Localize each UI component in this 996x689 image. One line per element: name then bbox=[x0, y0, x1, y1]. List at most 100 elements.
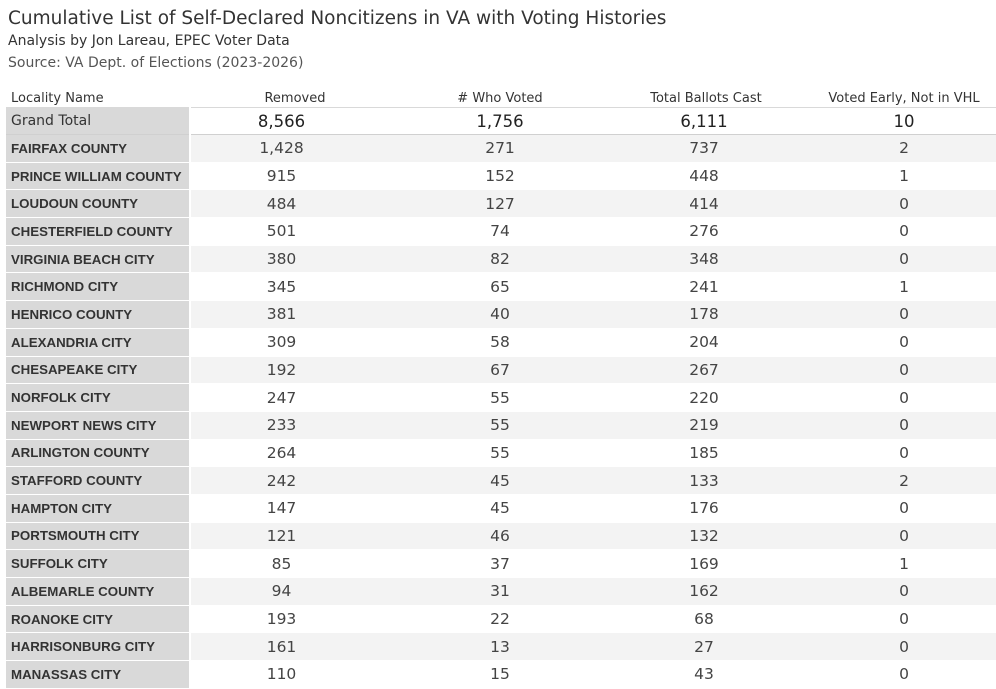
who-voted-cell: 45 bbox=[400, 466, 600, 495]
total-ballots-cell: 162 bbox=[600, 577, 812, 606]
locality-name-cell[interactable]: NORFOLK CITY bbox=[6, 383, 191, 412]
table-row[interactable]: HAMPTON CITY 147 45 176 0 bbox=[6, 494, 996, 523]
voted-early-cell: 0 bbox=[812, 300, 996, 329]
locality-name-cell[interactable]: ARLINGTON COUNTY bbox=[6, 439, 191, 468]
who-voted-cell: 65 bbox=[400, 272, 600, 302]
locality-name-cell[interactable]: VIRGINIA BEACH CITY bbox=[6, 245, 191, 274]
table-row[interactable]: ROANOKE CITY 193 22 68 0 bbox=[6, 605, 996, 634]
total-ballots-cell: 178 bbox=[600, 300, 812, 329]
voted-early-cell: 2 bbox=[812, 134, 996, 163]
removed-cell: 121 bbox=[190, 522, 400, 551]
header-row: Locality Name Removed # Who Voted Total … bbox=[6, 84, 996, 108]
voted-early-cell: 0 bbox=[812, 494, 996, 523]
locality-name-cell[interactable]: NEWPORT NEWS CITY bbox=[6, 411, 191, 440]
voted-early-cell: 0 bbox=[812, 605, 996, 634]
who-voted-cell: 13 bbox=[400, 632, 600, 662]
table-row[interactable]: STAFFORD COUNTY 242 45 133 2 bbox=[6, 466, 996, 495]
table-row[interactable]: MANASSAS CITY 110 15 43 0 bbox=[6, 660, 996, 689]
table-row[interactable]: HENRICO COUNTY 381 40 178 0 bbox=[6, 300, 996, 329]
table-row[interactable]: NORFOLK CITY 247 55 220 0 bbox=[6, 383, 996, 412]
locality-name-cell[interactable]: HENRICO COUNTY bbox=[6, 300, 191, 329]
table-row[interactable]: LOUDOUN COUNTY 484 127 414 0 bbox=[6, 189, 996, 219]
who-voted-cell: 22 bbox=[400, 605, 600, 634]
table-row[interactable]: SUFFOLK CITY 85 37 169 1 bbox=[6, 549, 996, 578]
locality-name-cell[interactable]: PORTSMOUTH CITY bbox=[6, 522, 191, 551]
total-ballots-cell: 414 bbox=[600, 189, 812, 219]
voted-early-cell: 1 bbox=[812, 549, 996, 578]
voted-early-cell: 0 bbox=[812, 356, 996, 385]
removed-cell: 484 bbox=[190, 189, 400, 219]
removed-cell: 501 bbox=[190, 217, 400, 246]
total-ballots-cell: 132 bbox=[600, 522, 812, 551]
locality-name-cell[interactable]: RICHMOND CITY bbox=[6, 272, 191, 302]
total-ballots-cell: 276 bbox=[600, 217, 812, 246]
chart-source: Source: VA Dept. of Elections (2023-2026… bbox=[8, 55, 304, 71]
table-row[interactable]: ALEXANDRIA CITY 309 58 204 0 bbox=[6, 328, 996, 357]
grand-total-ballots: 6,111 bbox=[600, 107, 812, 135]
column-header-locality[interactable]: Locality Name bbox=[6, 84, 190, 108]
voted-early-cell: 0 bbox=[812, 217, 996, 246]
table-row[interactable]: HARRISONBURG CITY 161 13 27 0 bbox=[6, 632, 996, 662]
table-row[interactable]: ARLINGTON COUNTY 264 55 185 0 bbox=[6, 439, 996, 468]
column-header-removed[interactable]: Removed bbox=[190, 84, 400, 108]
table-row[interactable]: RICHMOND CITY 345 65 241 1 bbox=[6, 272, 996, 302]
voted-early-cell: 0 bbox=[812, 632, 996, 662]
removed-cell: 247 bbox=[190, 383, 400, 412]
total-ballots-cell: 169 bbox=[600, 549, 812, 578]
column-header-total-ballots[interactable]: Total Ballots Cast bbox=[600, 84, 812, 108]
table-row[interactable]: PRINCE WILLIAM COUNTY 915 152 448 1 bbox=[6, 162, 996, 191]
table-row[interactable]: CHESAPEAKE CITY 192 67 267 0 bbox=[6, 356, 996, 385]
voted-early-cell: 1 bbox=[812, 162, 996, 191]
locality-name-cell[interactable]: HARRISONBURG CITY bbox=[6, 632, 191, 662]
locality-table: Locality Name Removed # Who Voted Total … bbox=[6, 84, 996, 689]
total-ballots-cell: 219 bbox=[600, 411, 812, 440]
table-row[interactable]: FAIRFAX COUNTY 1,428 271 737 2 bbox=[6, 134, 996, 163]
who-voted-cell: 46 bbox=[400, 522, 600, 551]
locality-name-cell[interactable]: PRINCE WILLIAM COUNTY bbox=[6, 162, 191, 191]
total-ballots-cell: 133 bbox=[600, 466, 812, 495]
removed-cell: 264 bbox=[190, 439, 400, 468]
who-voted-cell: 31 bbox=[400, 577, 600, 606]
locality-name-cell[interactable]: CHESTERFIELD COUNTY bbox=[6, 217, 191, 246]
removed-cell: 380 bbox=[190, 245, 400, 274]
removed-cell: 242 bbox=[190, 466, 400, 495]
removed-cell: 309 bbox=[190, 328, 400, 357]
table-row[interactable]: CHESTERFIELD COUNTY 501 74 276 0 bbox=[6, 217, 996, 246]
locality-name-cell[interactable]: ALBEMARLE COUNTY bbox=[6, 577, 191, 606]
who-voted-cell: 271 bbox=[400, 134, 600, 163]
column-header-who-voted[interactable]: # Who Voted bbox=[400, 84, 600, 108]
total-ballots-cell: 176 bbox=[600, 494, 812, 523]
voted-early-cell: 0 bbox=[812, 328, 996, 357]
removed-cell: 915 bbox=[190, 162, 400, 191]
voted-early-cell: 0 bbox=[812, 660, 996, 689]
locality-name-cell[interactable]: LOUDOUN COUNTY bbox=[6, 189, 191, 219]
locality-name-cell[interactable]: SUFFOLK CITY bbox=[6, 549, 191, 578]
table-row[interactable]: NEWPORT NEWS CITY 233 55 219 0 bbox=[6, 411, 996, 440]
column-header-voted-early[interactable]: Voted Early, Not in VHL bbox=[812, 84, 996, 108]
removed-cell: 345 bbox=[190, 272, 400, 302]
locality-name-cell[interactable]: ROANOKE CITY bbox=[6, 605, 191, 634]
total-ballots-cell: 43 bbox=[600, 660, 812, 689]
who-voted-cell: 152 bbox=[400, 162, 600, 191]
who-voted-cell: 37 bbox=[400, 549, 600, 578]
removed-cell: 110 bbox=[190, 660, 400, 689]
who-voted-cell: 55 bbox=[400, 383, 600, 412]
removed-cell: 161 bbox=[190, 632, 400, 662]
table-row[interactable]: PORTSMOUTH CITY 121 46 132 0 bbox=[6, 522, 996, 551]
total-ballots-cell: 204 bbox=[600, 328, 812, 357]
locality-name-cell[interactable]: FAIRFAX COUNTY bbox=[6, 134, 191, 163]
grand-total-row: Grand Total 8,566 1,756 6,111 10 bbox=[6, 107, 996, 135]
locality-name-cell[interactable]: HAMPTON CITY bbox=[6, 494, 191, 523]
locality-name-cell[interactable]: MANASSAS CITY bbox=[6, 660, 191, 689]
table-row[interactable]: VIRGINIA BEACH CITY 380 82 348 0 bbox=[6, 245, 996, 274]
grand-total-who-voted: 1,756 bbox=[400, 107, 600, 135]
locality-name-cell[interactable]: ALEXANDRIA CITY bbox=[6, 328, 191, 357]
voted-early-cell: 0 bbox=[812, 245, 996, 274]
table-row[interactable]: ALBEMARLE COUNTY 94 31 162 0 bbox=[6, 577, 996, 606]
total-ballots-cell: 348 bbox=[600, 245, 812, 274]
locality-name-cell[interactable]: CHESAPEAKE CITY bbox=[6, 356, 191, 385]
removed-cell: 1,428 bbox=[190, 134, 400, 163]
locality-name-cell[interactable]: STAFFORD COUNTY bbox=[6, 466, 191, 495]
grand-total-label: Grand Total bbox=[6, 107, 191, 135]
who-voted-cell: 127 bbox=[400, 189, 600, 219]
